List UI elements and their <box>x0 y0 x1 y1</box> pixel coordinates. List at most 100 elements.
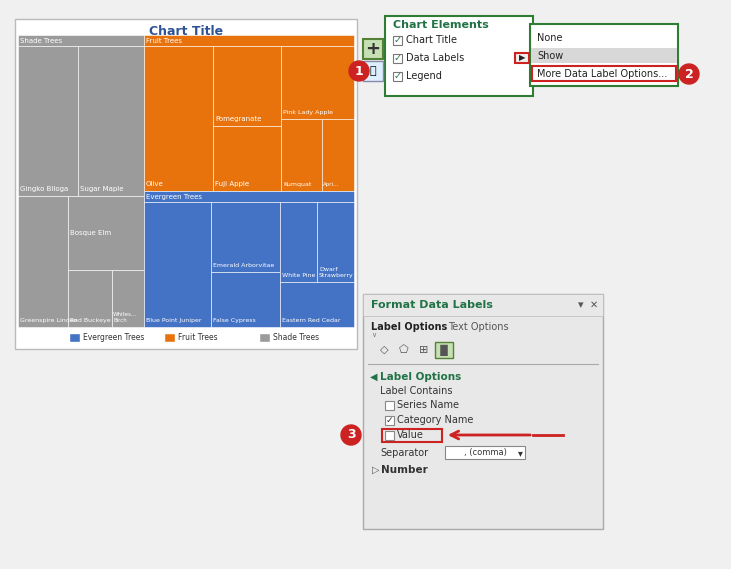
Text: 3: 3 <box>346 428 355 442</box>
Text: Series Name: Series Name <box>397 400 459 410</box>
Text: ▷: ▷ <box>372 465 379 475</box>
Bar <box>363 294 603 529</box>
Bar <box>213 126 281 191</box>
Text: Category Name: Category Name <box>397 415 474 425</box>
Bar <box>281 119 322 191</box>
Bar <box>78 46 144 196</box>
Bar <box>385 401 394 410</box>
Bar <box>515 53 529 63</box>
Text: Blue Point Juniper: Blue Point Juniper <box>146 318 202 323</box>
Bar <box>393 54 402 63</box>
Text: ◀: ◀ <box>370 372 377 382</box>
Text: Kumquat: Kumquat <box>283 182 311 187</box>
Text: Shade Trees: Shade Trees <box>20 38 62 43</box>
Text: ▾: ▾ <box>578 300 584 310</box>
Bar <box>165 334 175 342</box>
Text: +: + <box>366 40 381 58</box>
Text: Value: Value <box>397 430 424 440</box>
Bar <box>322 119 354 191</box>
Text: Label Options: Label Options <box>371 322 447 332</box>
Text: None: None <box>537 33 562 43</box>
Bar <box>15 19 357 349</box>
Bar <box>144 35 354 46</box>
Text: More Data Label Options...: More Data Label Options... <box>537 69 667 79</box>
Bar <box>70 334 80 342</box>
Text: Evergreen Trees: Evergreen Trees <box>146 193 202 200</box>
Text: Fuji Apple: Fuji Apple <box>215 181 249 187</box>
Text: ⊞: ⊞ <box>420 345 428 355</box>
Bar <box>532 66 676 81</box>
Bar <box>385 16 533 96</box>
Bar <box>211 272 280 327</box>
Text: Shade Trees: Shade Trees <box>273 333 319 343</box>
Bar <box>385 416 394 425</box>
Text: ◇: ◇ <box>379 345 388 355</box>
Bar <box>144 46 213 191</box>
Bar <box>317 202 354 282</box>
Text: Eastern Red Cedar: Eastern Red Cedar <box>282 318 341 323</box>
Text: ✕: ✕ <box>590 300 598 310</box>
Bar <box>281 46 354 119</box>
Circle shape <box>341 425 361 445</box>
Text: 2: 2 <box>685 68 694 80</box>
Text: Bosque Elm: Bosque Elm <box>70 230 111 236</box>
Text: Label Contains: Label Contains <box>380 386 452 396</box>
Bar <box>68 196 144 270</box>
Text: White Pine: White Pine <box>282 273 315 278</box>
Bar <box>68 270 112 327</box>
Text: Chart Elements: Chart Elements <box>393 20 489 30</box>
Text: ✓: ✓ <box>393 53 401 63</box>
Text: Greenspire Linden: Greenspire Linden <box>20 318 77 323</box>
Bar <box>382 429 442 442</box>
Text: 1: 1 <box>355 64 363 77</box>
Bar <box>280 202 317 282</box>
Text: Pink Lady Apple: Pink Lady Apple <box>283 110 333 115</box>
Text: Fruit Trees: Fruit Trees <box>178 333 218 343</box>
Bar <box>144 202 211 327</box>
Bar <box>531 48 677 63</box>
Bar <box>18 196 68 327</box>
Text: ▶: ▶ <box>519 53 526 63</box>
Bar <box>435 342 453 358</box>
Text: Sugar Maple: Sugar Maple <box>80 186 124 192</box>
Text: ✓: ✓ <box>393 35 401 45</box>
Text: ▐▌: ▐▌ <box>436 344 452 356</box>
Text: Text Options: Text Options <box>448 322 509 332</box>
Text: ∨: ∨ <box>371 332 376 338</box>
Text: Whites...
Birch: Whites... Birch <box>113 312 137 323</box>
Bar <box>363 39 383 59</box>
Bar <box>18 35 144 46</box>
Text: 🖌: 🖌 <box>370 66 376 76</box>
Text: Format Data Labels: Format Data Labels <box>371 300 493 310</box>
Text: Label Options: Label Options <box>380 372 461 382</box>
Text: Chart Title: Chart Title <box>149 24 223 38</box>
Circle shape <box>349 61 369 81</box>
Bar <box>280 282 354 327</box>
Text: Separator: Separator <box>380 448 428 458</box>
Text: Number: Number <box>381 465 428 475</box>
Bar <box>211 202 280 272</box>
Text: Evergreen Trees: Evergreen Trees <box>83 333 145 343</box>
Bar <box>393 36 402 45</box>
Text: Legend: Legend <box>406 71 442 81</box>
Text: Olive: Olive <box>146 181 164 187</box>
Bar <box>385 431 394 440</box>
Text: Data Labels: Data Labels <box>406 53 464 63</box>
Text: Apri...: Apri... <box>323 182 339 187</box>
Text: ⬠: ⬠ <box>399 345 409 355</box>
Text: Emerald Arborvitae: Emerald Arborvitae <box>213 263 274 268</box>
Text: Fruit Trees: Fruit Trees <box>146 38 182 43</box>
Bar <box>112 270 144 327</box>
Bar <box>144 191 354 202</box>
Circle shape <box>679 64 699 84</box>
Bar <box>363 61 383 81</box>
Text: False Cypress: False Cypress <box>213 318 256 323</box>
Text: Show: Show <box>537 51 564 61</box>
Text: ✓: ✓ <box>386 415 393 424</box>
Text: Pomegranate: Pomegranate <box>215 116 262 122</box>
Text: Chart Title: Chart Title <box>406 35 457 45</box>
Text: , (comma): , (comma) <box>463 448 507 457</box>
Text: Gingko Biloga: Gingko Biloga <box>20 186 68 192</box>
Bar <box>445 446 525 459</box>
Bar <box>393 72 402 81</box>
